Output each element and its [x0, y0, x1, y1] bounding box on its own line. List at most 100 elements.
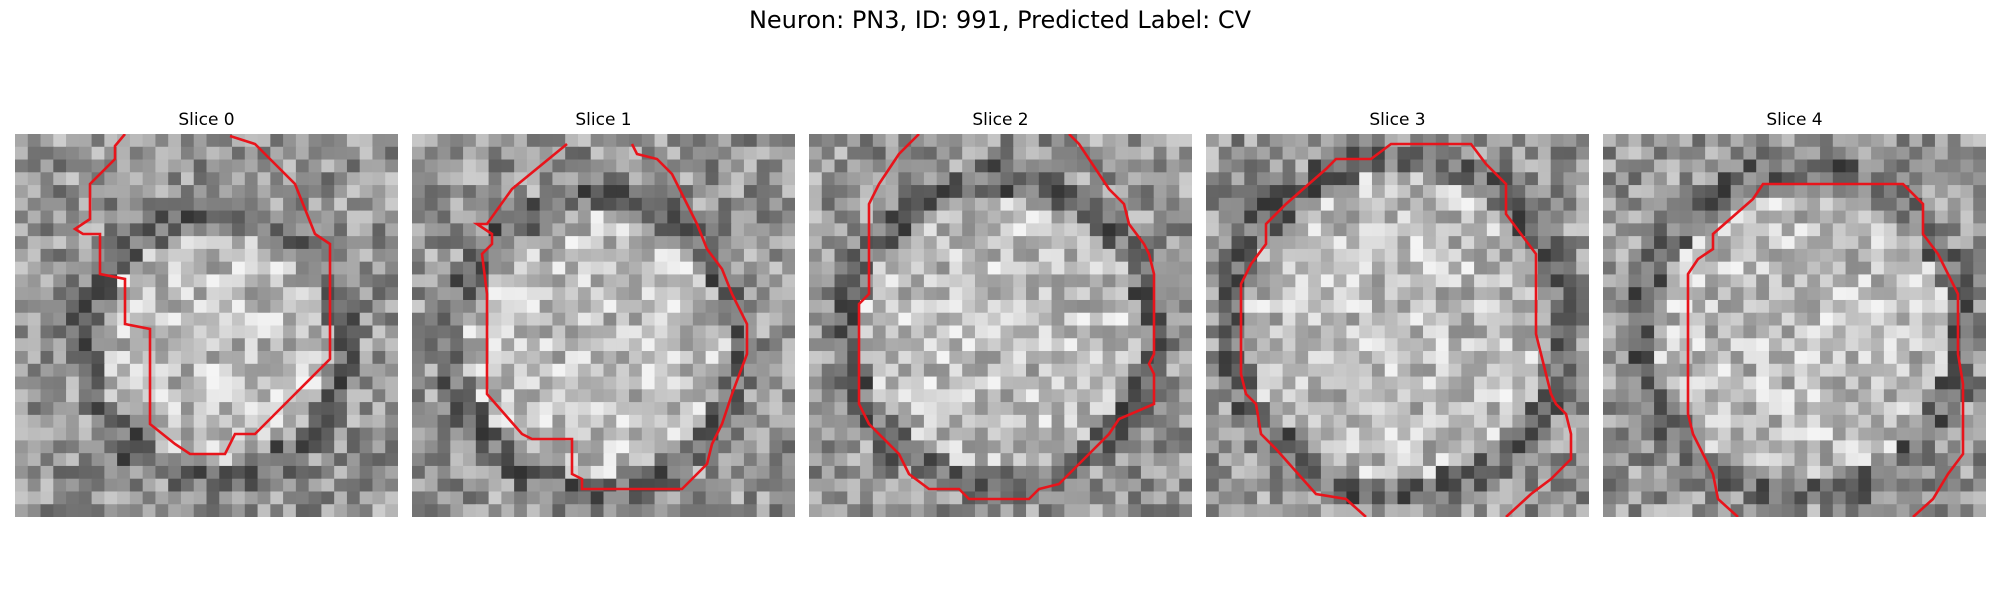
pixel [40, 185, 54, 199]
pixel [1486, 491, 1501, 505]
pixel [1013, 236, 1027, 250]
pixel [641, 491, 656, 505]
pixel [898, 338, 912, 352]
pixel [1768, 185, 1783, 199]
pixel [565, 197, 579, 212]
pixel [15, 261, 29, 276]
pixel [577, 248, 592, 263]
pixel [654, 197, 668, 212]
pixel [1576, 338, 1589, 352]
pixel [1730, 338, 1745, 352]
pixel [1499, 134, 1513, 148]
pixel [27, 172, 42, 186]
pixel [1295, 440, 1309, 454]
pixel [1359, 274, 1373, 288]
pixel [1397, 312, 1411, 327]
pixel [590, 159, 605, 173]
pixel [321, 146, 335, 161]
pixel [193, 210, 208, 224]
pixel [667, 274, 681, 288]
pixel [860, 146, 874, 161]
pixel [1679, 299, 1693, 314]
pixel [1934, 312, 1949, 327]
pixel [923, 236, 938, 250]
pixel [66, 440, 80, 454]
pixel [1166, 376, 1180, 390]
pixel [1308, 197, 1322, 212]
pixel [1282, 299, 1296, 314]
pixel [641, 338, 656, 352]
pixel [821, 440, 836, 454]
pixel [718, 478, 732, 493]
pixel [872, 312, 887, 327]
pixel [1550, 338, 1565, 352]
pixel [923, 274, 938, 288]
pixel [1269, 248, 1284, 263]
pixel [962, 134, 976, 148]
pixel [1832, 134, 1847, 148]
pixel [1820, 338, 1834, 352]
pixel [834, 478, 848, 493]
pixel [1692, 402, 1706, 416]
pixel [1026, 402, 1040, 416]
pixel [1576, 363, 1589, 378]
pixel [295, 440, 310, 454]
pixel [1832, 338, 1847, 352]
pixel [809, 146, 823, 161]
pixel [1666, 287, 1681, 301]
pixel [1717, 312, 1732, 327]
pixel [1026, 491, 1040, 505]
pixel [1333, 504, 1348, 517]
pixel [180, 363, 195, 378]
pixel [117, 338, 131, 352]
pixel [834, 236, 848, 250]
pixel [1397, 376, 1411, 390]
pixel [1845, 210, 1859, 224]
pixel [1883, 402, 1898, 416]
pixel [603, 351, 617, 365]
pixel [782, 389, 795, 403]
pixel [743, 389, 758, 403]
pixel [949, 185, 963, 199]
pixel [91, 146, 105, 161]
pixel [1102, 299, 1116, 314]
pixel [1883, 210, 1898, 224]
pixel [1973, 389, 1986, 403]
slice-4-image [1603, 134, 1986, 517]
pixel [718, 172, 732, 186]
pixel [1641, 236, 1655, 250]
pixel [1730, 491, 1745, 505]
pixel [1397, 440, 1411, 454]
pixel [206, 491, 220, 505]
pixel [1807, 134, 1821, 148]
pixel [1410, 223, 1424, 237]
pixel [27, 159, 42, 173]
pixel [53, 248, 67, 263]
pixel [821, 465, 836, 480]
pixel [756, 453, 771, 467]
pixel [1102, 134, 1116, 148]
pixel [91, 351, 105, 365]
pixel [539, 453, 554, 467]
pixel [155, 172, 169, 186]
pixel [488, 465, 502, 480]
pixel [1295, 210, 1309, 224]
pixel [1934, 491, 1949, 505]
pixel [565, 491, 579, 505]
pixel [78, 312, 93, 327]
pixel [308, 465, 322, 480]
pixel [641, 274, 656, 288]
pixel [1679, 236, 1693, 250]
pixel [437, 491, 451, 505]
pixel [1794, 248, 1808, 263]
pixel [1257, 287, 1271, 301]
pixel [834, 338, 848, 352]
pixel [1832, 185, 1847, 199]
pixel [1717, 414, 1732, 429]
pixel [1410, 325, 1424, 339]
pixel [168, 478, 182, 493]
pixel [1359, 427, 1373, 441]
pixel [1537, 402, 1552, 416]
pixel [1051, 453, 1065, 467]
pixel [731, 402, 745, 416]
